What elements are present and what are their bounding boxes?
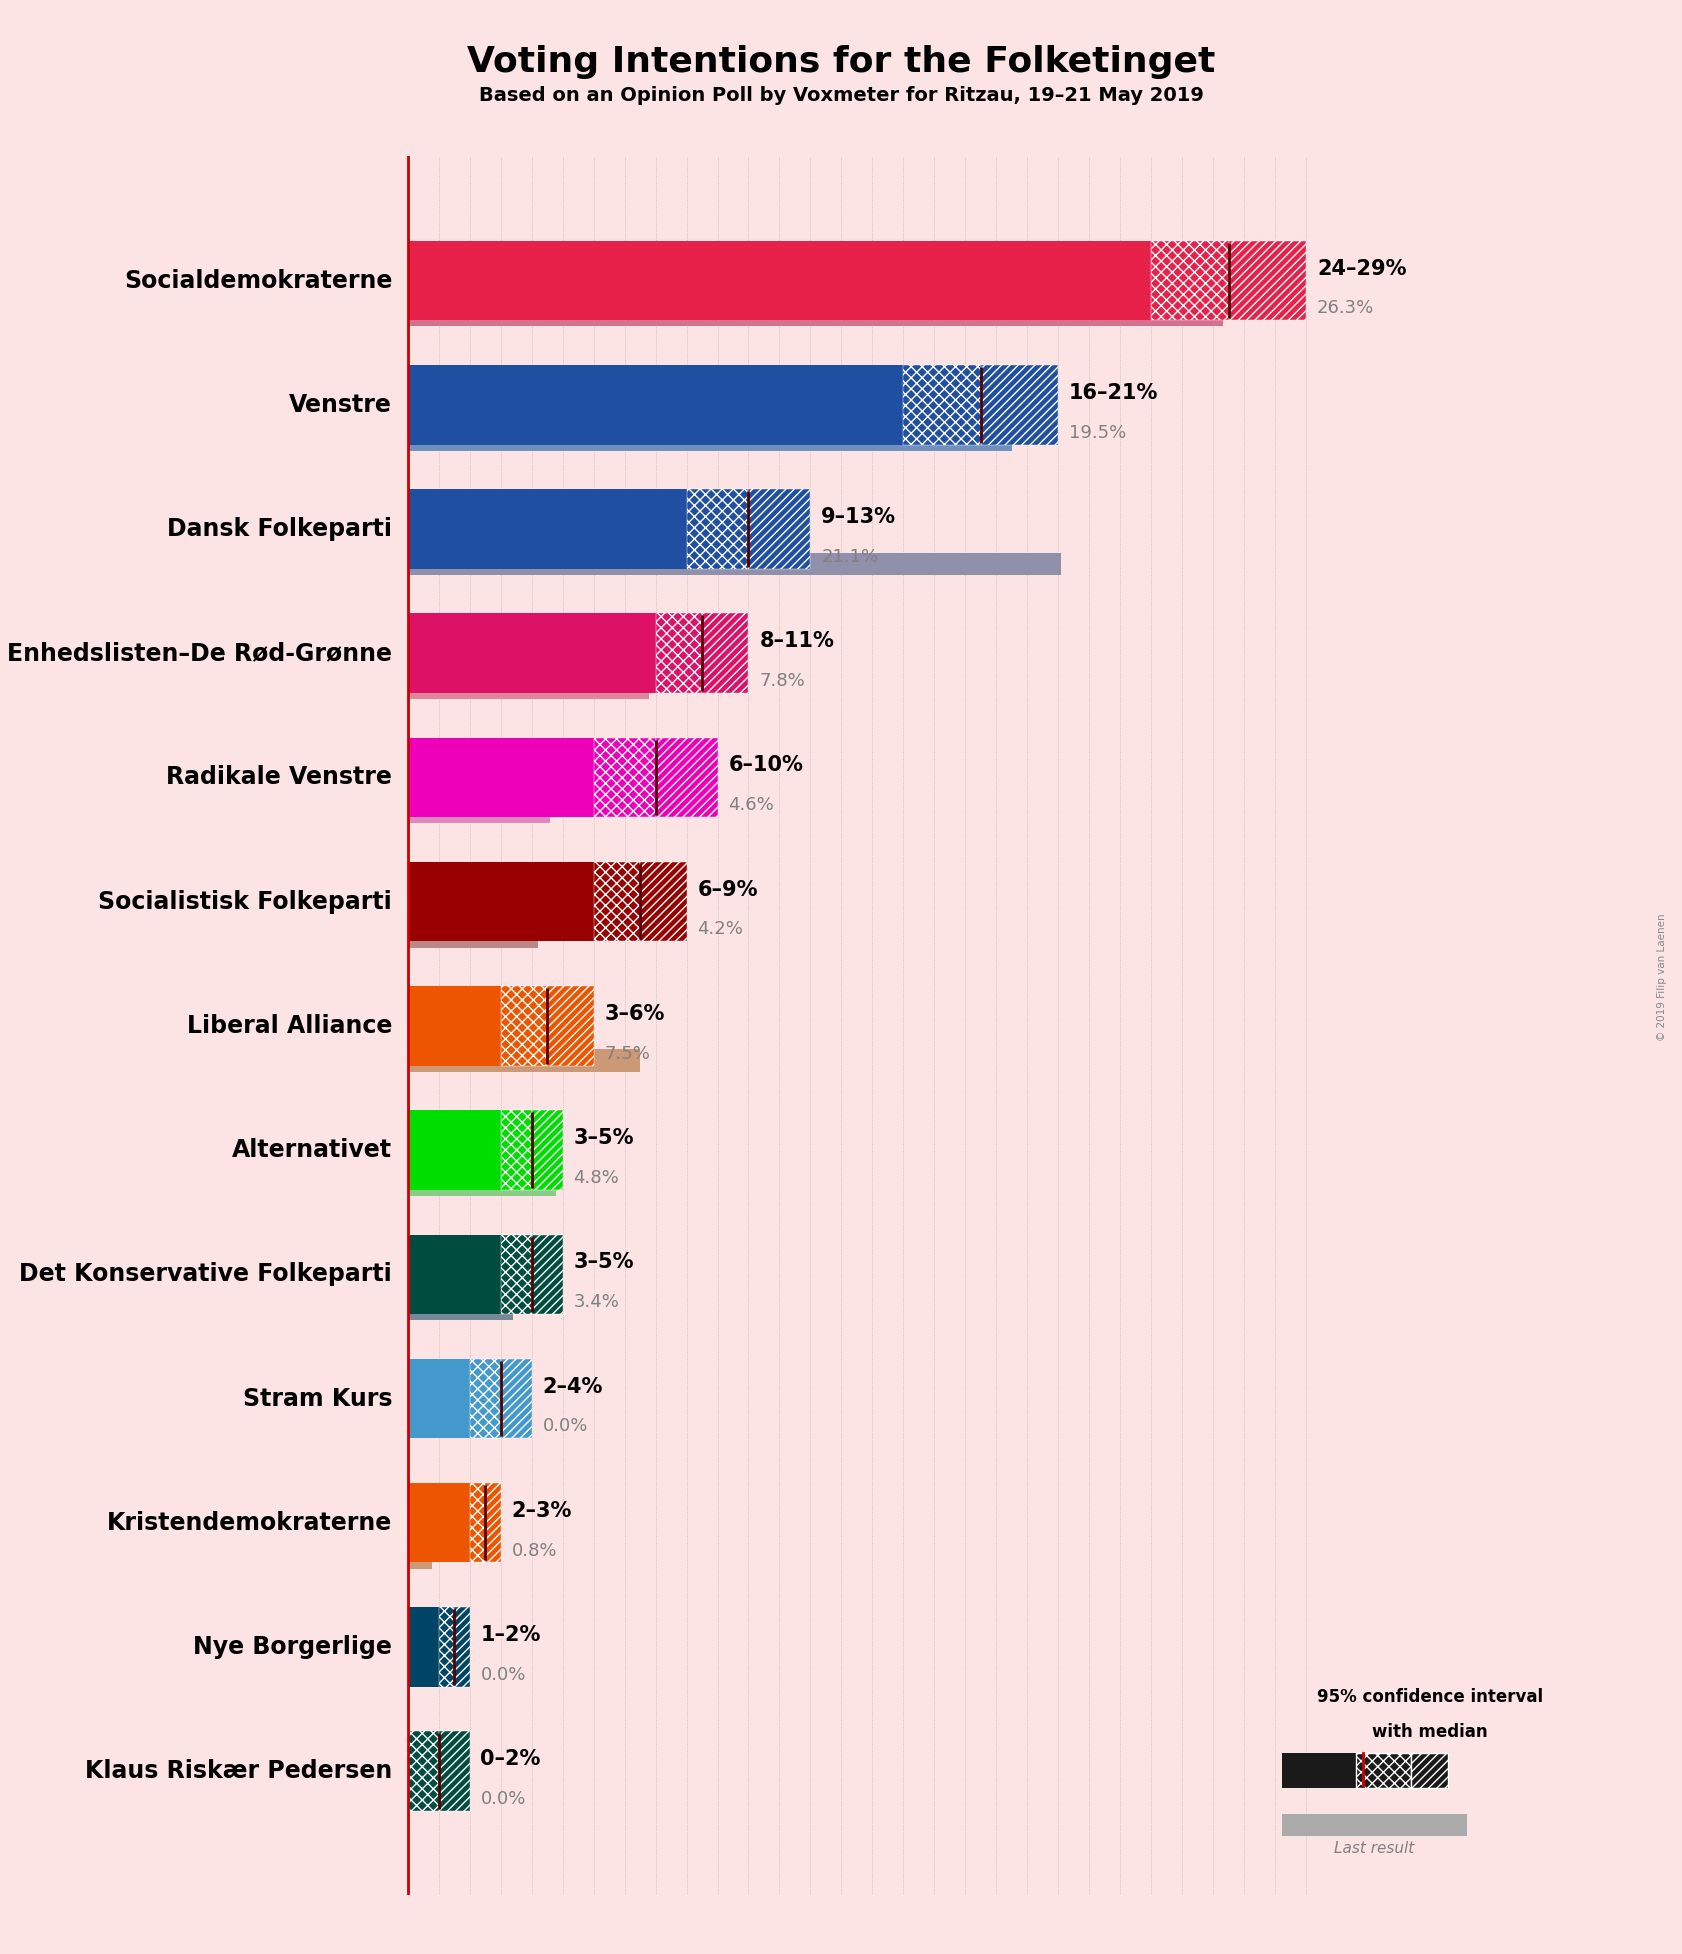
Bar <box>1230 240 1307 320</box>
Bar <box>501 1358 532 1438</box>
Bar <box>1356 1753 1411 1788</box>
Text: Klaus Riskær Pedersen: Klaus Riskær Pedersen <box>84 1759 392 1784</box>
Bar <box>407 1483 484 1563</box>
Text: with median: with median <box>1373 1723 1487 1741</box>
Text: 24–29%: 24–29% <box>1317 258 1406 279</box>
Text: Kristendemokraterne: Kristendemokraterne <box>108 1510 392 1534</box>
Text: 4.6%: 4.6% <box>728 795 774 815</box>
Bar <box>701 614 748 694</box>
Bar <box>501 1110 532 1190</box>
Text: 4.8%: 4.8% <box>574 1168 619 1186</box>
Bar <box>407 614 701 694</box>
Bar <box>407 1731 439 1811</box>
Text: Socialdemokraterne: Socialdemokraterne <box>124 268 392 293</box>
Bar <box>686 488 748 569</box>
Text: 7.5%: 7.5% <box>604 1045 651 1063</box>
Bar <box>407 488 748 569</box>
Bar <box>407 365 981 444</box>
Bar <box>469 1483 484 1563</box>
Text: 6–10%: 6–10% <box>728 756 804 776</box>
Text: 0.8%: 0.8% <box>511 1542 557 1559</box>
Text: Nye Borgerlige: Nye Borgerlige <box>193 1635 392 1659</box>
Bar <box>407 1049 641 1073</box>
Text: 21.1%: 21.1% <box>821 547 878 567</box>
Bar <box>407 1235 532 1313</box>
Text: 0.0%: 0.0% <box>542 1417 587 1436</box>
Text: © 2019 Filip van Laenen: © 2019 Filip van Laenen <box>1657 913 1667 1041</box>
Bar <box>1282 1813 1467 1837</box>
Bar <box>407 926 538 948</box>
Bar <box>407 1358 501 1438</box>
Text: Last result: Last result <box>1334 1841 1415 1856</box>
Bar <box>407 987 547 1065</box>
Text: 0.0%: 0.0% <box>481 1790 526 1807</box>
Bar <box>748 488 811 569</box>
Bar <box>594 739 656 817</box>
Text: Dansk Folkeparti: Dansk Folkeparti <box>167 518 392 541</box>
Bar <box>407 428 1013 451</box>
Text: 0–2%: 0–2% <box>481 1749 542 1768</box>
Text: Stram Kurs: Stram Kurs <box>242 1387 392 1411</box>
Text: Socialistisk Folkeparti: Socialistisk Folkeparti <box>99 889 392 914</box>
Text: Radikale Venstre: Radikale Venstre <box>167 766 392 789</box>
Bar <box>641 862 686 942</box>
Text: Det Konservative Folkeparti: Det Konservative Folkeparti <box>20 1262 392 1286</box>
Bar <box>407 1546 432 1569</box>
Text: Enhedslisten–De Rød-Grønne: Enhedslisten–De Rød-Grønne <box>7 641 392 664</box>
Bar <box>407 1297 513 1321</box>
Bar <box>532 1235 562 1313</box>
Bar <box>407 553 1061 574</box>
Bar <box>532 1110 562 1190</box>
Text: 8–11%: 8–11% <box>759 631 834 651</box>
Bar <box>439 1608 454 1686</box>
Bar <box>407 1110 532 1190</box>
Text: 9–13%: 9–13% <box>821 506 897 528</box>
Bar <box>469 1358 501 1438</box>
Bar <box>407 676 649 700</box>
Text: Voting Intentions for the Folketinget: Voting Intentions for the Folketinget <box>468 45 1214 78</box>
Text: Liberal Alliance: Liberal Alliance <box>187 1014 392 1038</box>
Bar <box>501 987 547 1065</box>
Text: 2–4%: 2–4% <box>542 1376 602 1397</box>
Text: 16–21%: 16–21% <box>1070 383 1159 403</box>
Bar <box>1411 1753 1448 1788</box>
Text: 0.0%: 0.0% <box>481 1665 526 1684</box>
Text: 3–5%: 3–5% <box>574 1253 634 1272</box>
Text: 7.8%: 7.8% <box>759 672 806 690</box>
Text: Alternativet: Alternativet <box>232 1137 392 1163</box>
Text: 4.2%: 4.2% <box>698 920 743 938</box>
Text: Venstre: Venstre <box>289 393 392 416</box>
Bar <box>1282 1753 1356 1788</box>
Bar <box>454 1608 469 1686</box>
Bar <box>1150 240 1230 320</box>
Bar <box>407 240 1230 320</box>
Text: Based on an Opinion Poll by Voxmeter for Ritzau, 19–21 May 2019: Based on an Opinion Poll by Voxmeter for… <box>479 86 1203 106</box>
Bar <box>501 1235 532 1313</box>
Bar <box>407 1731 439 1811</box>
Bar <box>407 1608 454 1686</box>
Bar <box>903 365 981 444</box>
Text: 2–3%: 2–3% <box>511 1501 572 1520</box>
Bar <box>656 739 718 817</box>
Text: 1–2%: 1–2% <box>481 1626 542 1645</box>
Bar <box>407 862 641 942</box>
Bar <box>656 614 701 694</box>
Bar <box>407 1174 557 1196</box>
Bar <box>439 1731 469 1811</box>
Text: 3–6%: 3–6% <box>604 1004 664 1024</box>
Text: 95% confidence interval: 95% confidence interval <box>1317 1688 1542 1706</box>
Text: 26.3%: 26.3% <box>1317 299 1374 317</box>
Text: 3.4%: 3.4% <box>574 1294 619 1311</box>
Text: 19.5%: 19.5% <box>1070 424 1127 442</box>
Bar <box>407 801 550 823</box>
Bar <box>484 1483 501 1563</box>
Bar <box>547 987 594 1065</box>
Text: 6–9%: 6–9% <box>698 879 759 899</box>
Bar <box>981 365 1058 444</box>
Text: 3–5%: 3–5% <box>574 1127 634 1149</box>
Bar <box>594 862 641 942</box>
Bar <box>407 739 656 817</box>
Bar <box>407 305 1223 326</box>
